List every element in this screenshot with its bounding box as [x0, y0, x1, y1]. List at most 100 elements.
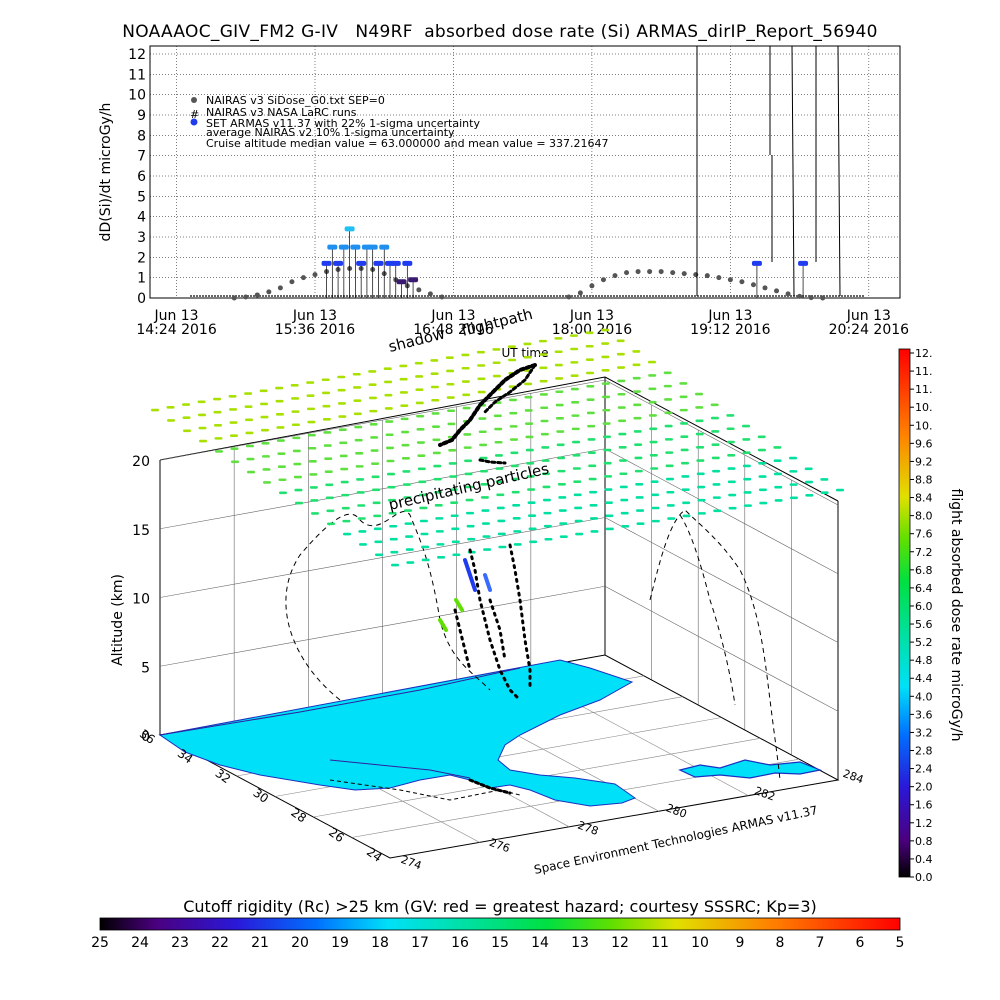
dose-rate-dot — [649, 453, 658, 457]
dose-rate-dot — [199, 439, 207, 443]
dose-rate-dot — [541, 446, 550, 449]
dose-rate-dot — [260, 415, 269, 419]
wall-gridline-right — [604, 585, 839, 712]
nairas-point — [727, 277, 733, 283]
dose-rate-dot — [492, 374, 501, 378]
dose-rate-dot — [405, 535, 414, 538]
dose-rate-dot — [325, 483, 334, 487]
coastline-detail — [159, 667, 521, 779]
dose-rate-dot — [372, 488, 381, 492]
x-tick-label-time: 20:24 2016 — [829, 322, 910, 338]
dose-rate-dot — [450, 501, 459, 505]
dose-rate-dot — [449, 475, 458, 478]
dose-rate-dot — [478, 417, 487, 420]
cutoff-rigidity-tick-label: 14 — [531, 935, 549, 951]
dose-rate-dot — [525, 448, 534, 452]
dose-colorbar-tick-label: 2.0 — [915, 781, 933, 794]
nairas-point — [266, 289, 272, 295]
dose-rate-dot — [293, 475, 302, 479]
dose-rate-dot — [371, 462, 380, 465]
altitude-tick: 0 — [141, 729, 150, 745]
dose-rate-dot — [571, 427, 580, 431]
dose-colorbar-tick-label: 9.6 — [915, 437, 933, 450]
wall-gridline-right — [604, 379, 839, 506]
dose-rate-dot — [588, 477, 597, 481]
dose-rate-dot — [619, 485, 628, 489]
dose-rate-dot — [601, 342, 610, 345]
dose-rate-dot — [421, 558, 430, 562]
dose-rate-dot — [554, 337, 563, 340]
dose-rate-dot — [355, 451, 364, 455]
dose-rate-dot — [494, 440, 503, 444]
dose-rate-dot — [527, 501, 536, 504]
cutoff-rigidity-tick-label: 18 — [371, 935, 389, 951]
dose-rate-dot — [601, 382, 610, 385]
dose-rate-dot — [602, 395, 611, 399]
dose-rate-dot — [277, 452, 286, 455]
dose-rate-dot — [406, 561, 415, 564]
dose-rate-dot — [759, 501, 768, 505]
dose-rate-dot — [479, 469, 488, 473]
dose-rate-dot — [574, 506, 583, 510]
cutoff-rigidity-tick-label: 17 — [411, 935, 429, 951]
dose-rate-dot — [602, 422, 611, 425]
y-tick-label: 9 — [137, 108, 146, 124]
dose-rate-dot — [575, 532, 584, 536]
dose-rate-dot — [543, 511, 552, 515]
dose-rate-dot — [275, 413, 284, 416]
dose-rate-dot — [462, 406, 471, 410]
dose-rate-dot — [571, 401, 580, 404]
dose-rate-dot — [773, 472, 782, 476]
dose-rate-dot — [616, 352, 625, 356]
cutoff-rigidity-tick-label: 8 — [776, 935, 785, 951]
dose-colorbar-tick-label: 2.8 — [915, 745, 933, 758]
nairas-point — [624, 270, 630, 276]
dose-rate-dot — [483, 548, 492, 551]
cutoff-rigidity-tick-label: 23 — [171, 935, 189, 951]
dose-rate-dot — [431, 412, 440, 415]
nairas-point — [600, 277, 606, 283]
dose-rate-dot — [742, 451, 751, 454]
dose-rate-dot — [539, 366, 548, 370]
dose-rate-dot — [183, 429, 191, 433]
dose-rate-dot — [466, 511, 475, 515]
y-tick-label: 5 — [137, 189, 146, 205]
wall-gridline-right — [604, 448, 839, 575]
dose-rate-dot — [665, 477, 674, 481]
dose-rate-dot — [467, 537, 476, 541]
nairas-point — [704, 273, 710, 279]
y-tick-label: 10 — [128, 88, 146, 104]
dose-rate-dot — [728, 506, 737, 510]
dose-rate-dot — [387, 485, 396, 489]
dose-rate-dot — [494, 454, 503, 457]
dose-rate-dot — [680, 422, 689, 425]
dose-rate-dot — [727, 480, 736, 484]
dose-rate-dot — [260, 428, 269, 432]
dose-rate-dot — [465, 498, 474, 502]
dose-rate-dot — [789, 470, 798, 473]
dose-rate-dot — [726, 414, 735, 417]
dose-rate-dot — [773, 446, 782, 449]
dose-rate-dot — [555, 377, 564, 380]
dose-rate-dot — [557, 482, 566, 486]
dose-colorbar-tick-label: 4.0 — [915, 690, 933, 703]
dose-rate-dot — [556, 430, 565, 433]
dose-rate-dot — [403, 509, 412, 512]
dose-colorbar-tick-label: 11. — [915, 383, 933, 396]
dose-rate-dot — [679, 408, 688, 412]
dose-rate-dot — [307, 420, 316, 424]
dose-rate-dot — [617, 379, 626, 383]
dose-rate-dot — [663, 371, 672, 375]
dose-rate-dot — [416, 428, 425, 431]
altitude-tick: 10 — [132, 592, 150, 608]
dose-rate-dot — [293, 462, 302, 466]
dose-rate-dot — [353, 399, 362, 402]
dose-rate-dot — [322, 391, 331, 395]
dose-rate-dot — [430, 372, 439, 376]
dose-rate-dot — [400, 404, 409, 407]
dose-rate-dot — [309, 486, 318, 489]
dose-rate-dot — [414, 361, 423, 365]
nairas-point — [774, 288, 780, 294]
